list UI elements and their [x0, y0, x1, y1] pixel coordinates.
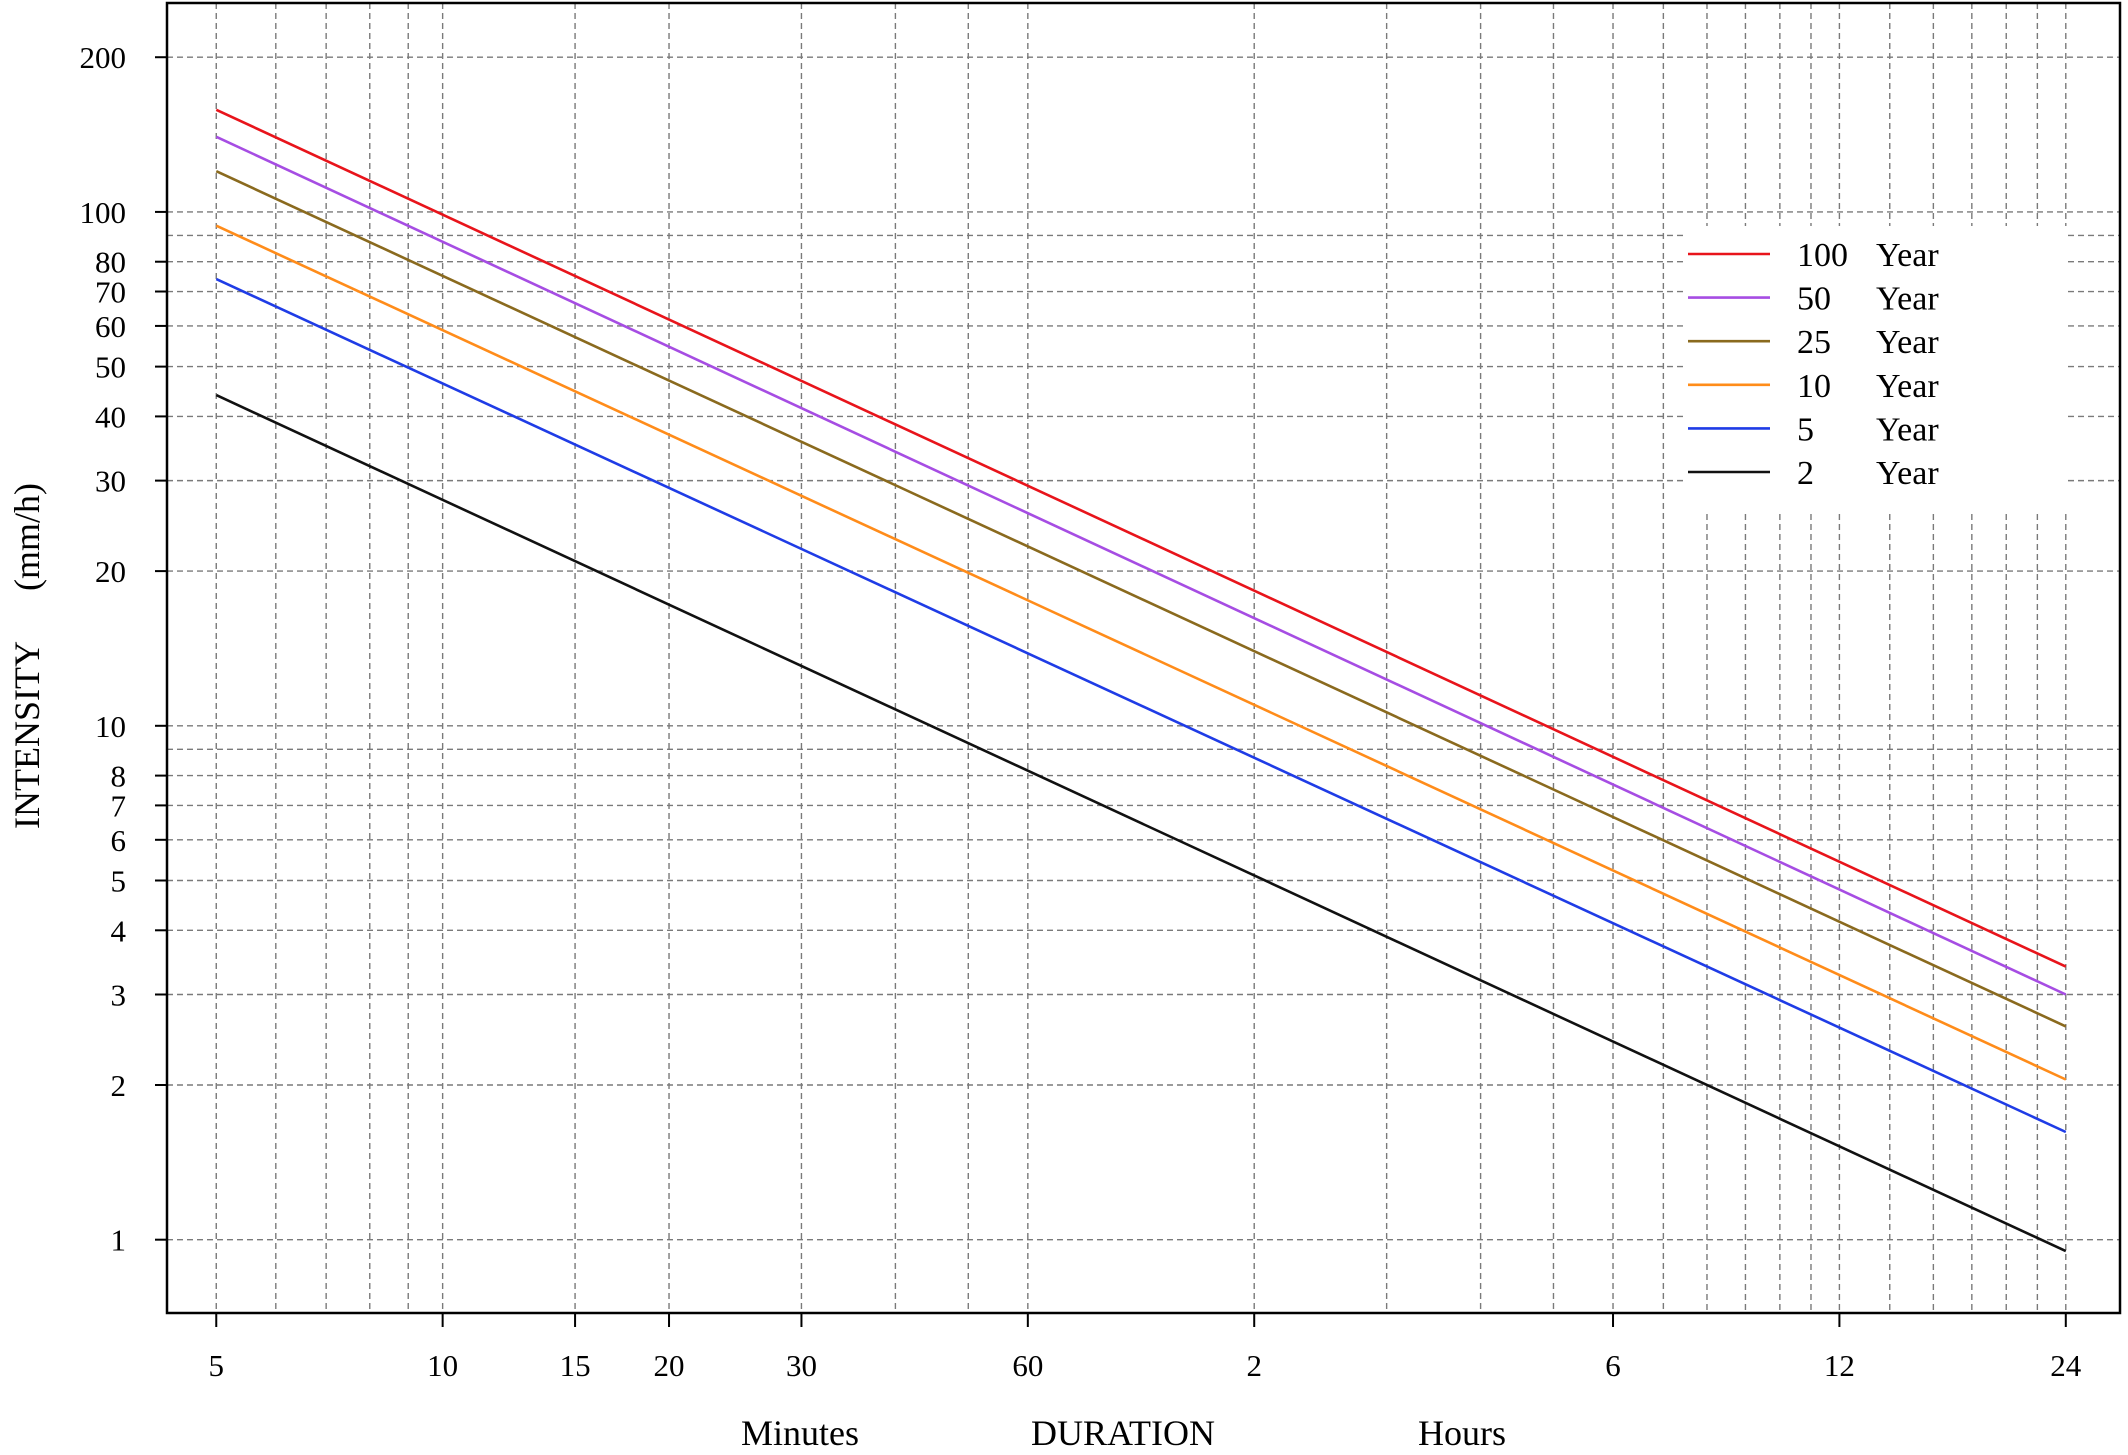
- y-tick-label: 20: [95, 554, 126, 589]
- y-tick-label: 80: [95, 245, 126, 280]
- x-axis-title-hours: Hours: [1418, 1413, 1506, 1453]
- plot-frame: [165, 1, 2122, 1315]
- legend-label-unit: Year: [1876, 324, 1939, 361]
- y-tick-label: 200: [80, 40, 127, 75]
- y-tick-label: 30: [95, 464, 126, 499]
- legend-label-value: 2: [1797, 455, 1814, 492]
- y-tick-label: 6: [111, 823, 127, 858]
- y-tick-label: 1: [111, 1223, 127, 1258]
- x-tick-label: 30: [786, 1348, 817, 1383]
- legend-label-unit: Year: [1876, 455, 1939, 492]
- y-tick-label: 8: [111, 759, 127, 794]
- legend-label-unit: Year: [1876, 237, 1939, 274]
- x-tick-label: 24: [2050, 1348, 2082, 1383]
- x-tick-label: 12: [1824, 1348, 1855, 1383]
- legend-label-value: 5: [1797, 411, 1814, 448]
- x-axis-title-duration: DURATION: [1031, 1413, 1215, 1453]
- y-axis-title: INTENSITY (mm/h): [7, 483, 47, 829]
- legend-label-unit: Year: [1876, 411, 1939, 448]
- series-line-2-year: [215, 393, 2067, 1253]
- x-tick-label: 6: [1605, 1348, 1621, 1383]
- y-tick-label: 40: [95, 399, 126, 434]
- y-axis-title-unit: (mm/h): [7, 483, 47, 591]
- y-tick-label: 4: [111, 913, 127, 948]
- x-axis-title-minutes: Minutes: [741, 1413, 859, 1453]
- x-tick-label: 20: [654, 1348, 685, 1383]
- y-tick-label: 70: [95, 275, 126, 310]
- y-tick-label: 2: [111, 1068, 127, 1103]
- y-tick-label: 100: [80, 195, 127, 230]
- x-axis-ticks: 5 10 15 20 30 60 2 6 12 24: [209, 1313, 2082, 1383]
- x-axis-title: Minutes DURATION Hours: [741, 1413, 1506, 1453]
- y-tick-label: 5: [111, 863, 127, 898]
- series-line-5-year: [215, 277, 2067, 1134]
- series-line-50-year: [215, 135, 2067, 996]
- y-tick-label: 3: [111, 977, 127, 1012]
- legend-label-unit: Year: [1876, 281, 1939, 318]
- series-line-25-year: [215, 170, 2067, 1028]
- legend-label-value: 10: [1797, 368, 1831, 405]
- legend-label-value: 100: [1797, 237, 1848, 274]
- x-tick-label: 2: [1246, 1348, 1262, 1383]
- y-tick-label: 10: [95, 709, 126, 744]
- series-lines: [215, 108, 2067, 1253]
- legend: 100 Year 50 Year 25 Year 10 Year 5 Year 2 Year: [1683, 226, 2068, 500]
- legend-label-value: 50: [1797, 281, 1831, 318]
- x-tick-label: 60: [1012, 1348, 1043, 1383]
- y-tick-label: 60: [95, 309, 126, 344]
- y-tick-label: 50: [95, 350, 126, 385]
- series-line-10-year: [215, 224, 2067, 1081]
- x-tick-label: 5: [209, 1348, 225, 1383]
- legend-label-unit: Year: [1876, 368, 1939, 405]
- x-tick-label: 15: [560, 1348, 591, 1383]
- legend-background: [1683, 226, 2068, 500]
- legend-label-value: 25: [1797, 324, 1831, 361]
- series-line-100-year: [215, 108, 2067, 968]
- y-tick-label: 7: [111, 788, 127, 823]
- y-axis-title-intensity: INTENSITY: [7, 641, 47, 829]
- grid-lines: [167, 3, 2120, 1313]
- x-tick-label: 10: [427, 1348, 458, 1383]
